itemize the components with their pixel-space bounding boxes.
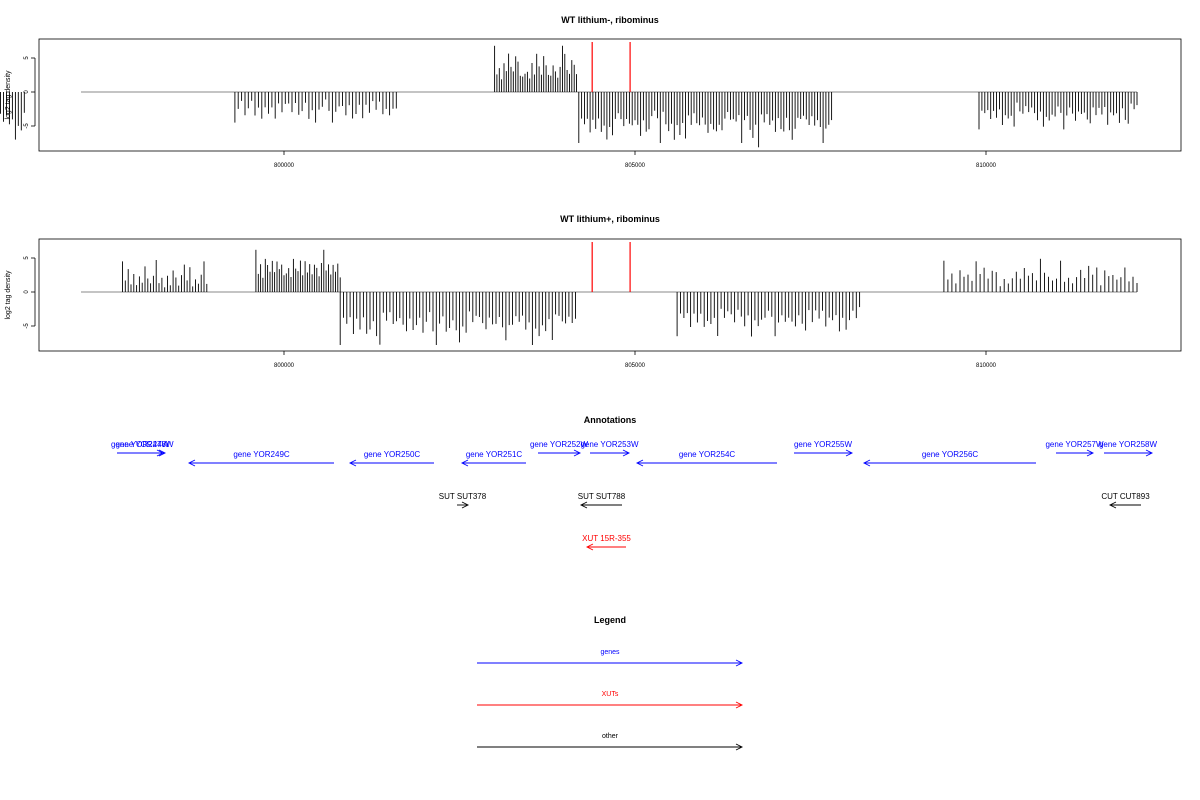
legend-arrow-head <box>735 659 744 667</box>
legend-entry: genes <box>477 649 744 667</box>
feature-arrow-head <box>1108 501 1117 509</box>
feature-label: gene YOR247W <box>111 440 170 449</box>
y-tick-label: 5 <box>24 56 30 60</box>
feature-label: gene YOR256C <box>922 450 979 459</box>
track-panel-lithium-minus: WT lithium-, ribominus log2 tag density … <box>0 15 1182 169</box>
annotation-feature: CUT CUT893 <box>1101 492 1150 509</box>
feature-arrow-head <box>862 459 871 467</box>
feature-label: XUT 15R-355 <box>582 534 631 543</box>
legend-title: Legend <box>594 615 626 625</box>
feature-arrow-head <box>579 501 588 509</box>
feature-label: gene YOR249C <box>233 450 290 459</box>
annotation-feature: gene YOR248W <box>115 440 174 457</box>
y-tick-label: -5 <box>24 123 30 129</box>
x-tick-label: 810000 <box>976 163 997 169</box>
feature-label: SUT SUT788 <box>578 492 626 501</box>
annotation-feature: SUT SUT378 <box>439 492 487 509</box>
feature-arrow-head <box>585 543 594 551</box>
legend: Legend genes XUTs other <box>477 615 744 751</box>
feature-arrow-head <box>187 459 196 467</box>
y-axis-label: log2 tag density <box>5 70 12 120</box>
annotation-feature: gene YOR252W <box>530 440 589 457</box>
x-tick-label: 800000 <box>274 163 295 169</box>
y-tick-label: 0 <box>24 90 30 94</box>
annotation-feature: gene YOR249C <box>187 450 334 467</box>
feature-label: SUT SUT378 <box>439 492 487 501</box>
y-tick-label: 5 <box>24 256 30 260</box>
feature-arrow-head <box>1145 449 1154 457</box>
annotation-feature: gene YOR257W <box>1045 440 1104 457</box>
y-tick-label: 0 <box>24 290 30 294</box>
feature-label: gene YOR257W <box>1045 440 1104 449</box>
annotation-feature: gene YOR254C <box>635 450 777 467</box>
x-tick-label: 805000 <box>625 163 646 169</box>
feature-arrow-head <box>158 449 167 457</box>
feature-arrow-head <box>1086 449 1095 457</box>
legend-arrow-head <box>735 701 744 709</box>
feature-label: CUT CUT893 <box>1101 492 1150 501</box>
feature-arrow-head <box>348 459 357 467</box>
legend-label: other <box>602 733 619 740</box>
annotation-feature: gene YOR253W <box>580 440 639 457</box>
annotation-feature: gene YOR251C <box>460 450 526 467</box>
panel-title: WT lithium+, ribominus <box>560 214 660 224</box>
panel-title: WT lithium-, ribominus <box>561 15 659 25</box>
x-tick-label: 810000 <box>976 363 997 369</box>
legend-arrow-head <box>735 743 744 751</box>
y-tick-label: -5 <box>24 323 30 329</box>
legend-entry: other <box>477 733 744 751</box>
feature-label: gene YOR254C <box>679 450 736 459</box>
feature-arrow-head <box>460 459 469 467</box>
feature-label: gene YOR252W <box>530 440 589 449</box>
signal-bars <box>0 42 1138 148</box>
legend-entry: XUTs <box>477 691 744 709</box>
annotation-feature: SUT SUT788 <box>578 492 626 509</box>
feature-arrow-head <box>461 501 470 509</box>
x-tick-label: 805000 <box>625 363 646 369</box>
feature-label: gene YOR250C <box>364 450 421 459</box>
plot-frame <box>38 238 1182 352</box>
signal-bars <box>81 242 1138 345</box>
annotation-feature: gene YOR256C <box>862 450 1036 467</box>
axes: -5 0 5 800000 805000 810000 <box>24 56 997 169</box>
feature-arrow-head <box>622 449 631 457</box>
feature-label: gene YOR251C <box>466 450 523 459</box>
legend-label: genes <box>600 649 620 656</box>
feature-arrow-head <box>573 449 582 457</box>
feature-label: gene YOR248W <box>115 440 174 449</box>
feature-label: gene YOR255W <box>794 440 853 449</box>
feature-label: gene YOR258W <box>1099 440 1158 449</box>
axes: -5 0 5 800000 805000 810000 <box>24 256 997 369</box>
legend-label: XUTs <box>602 691 619 698</box>
annotation-feature: gene YOR258W <box>1099 440 1158 457</box>
plot-frame <box>38 38 1182 152</box>
annotations-title: Annotations <box>584 415 637 425</box>
annotation-feature: XUT 15R-355 <box>582 534 631 551</box>
y-axis-label: log2 tag density <box>5 270 12 320</box>
feature-arrow-head <box>845 449 854 457</box>
annotation-feature: gene YOR250C <box>348 450 434 467</box>
annotation-feature: gene YOR255W <box>794 440 854 457</box>
x-tick-label: 800000 <box>274 363 295 369</box>
legend-items: genes XUTs other <box>477 649 744 751</box>
feature-arrow-head <box>635 459 644 467</box>
feature-label: gene YOR253W <box>580 440 639 449</box>
track-panel-lithium-plus: WT lithium+, ribominus log2 tag density … <box>5 214 1182 369</box>
